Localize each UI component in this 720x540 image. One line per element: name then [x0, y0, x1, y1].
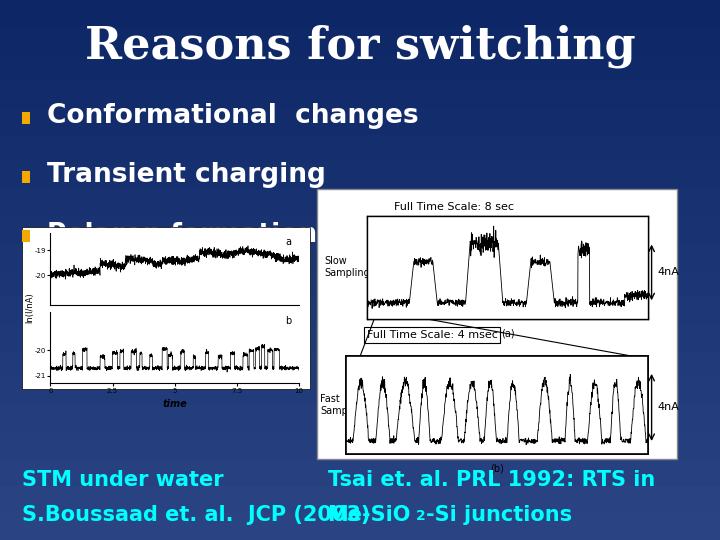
Bar [0, 405, 720, 432]
Bar [22, 171, 30, 183]
Text: Transient charging: Transient charging [47, 163, 325, 188]
Text: ln(I/nA): ln(I/nA) [26, 293, 35, 323]
Bar [0, 135, 720, 162]
Text: Me-SiO: Me-SiO [328, 505, 411, 525]
Bar [0, 54, 720, 81]
Text: STM under water: STM under water [22, 470, 223, 490]
Bar [0, 243, 720, 270]
Bar [367, 216, 648, 319]
Bar [0, 297, 720, 324]
Bar [0, 324, 720, 351]
Text: Conformational  changes: Conformational changes [47, 103, 418, 129]
Bar [0, 378, 720, 405]
Bar [0, 27, 720, 54]
Bar [22, 112, 30, 124]
Bar [317, 189, 677, 459]
Bar [0, 108, 720, 135]
Text: Reasons for switching: Reasons for switching [85, 24, 635, 68]
Text: Tsai et. al. PRL 1992: RTS in: Tsai et. al. PRL 1992: RTS in [328, 470, 655, 490]
Text: 2: 2 [416, 509, 426, 523]
Bar [0, 351, 720, 378]
Text: -Si junctions: -Si junctions [426, 505, 572, 525]
Bar [0, 270, 720, 297]
Bar [22, 227, 310, 389]
Text: (b): (b) [490, 463, 504, 474]
Text: a: a [285, 237, 292, 247]
Text: Full Time Scale: 4 msec: Full Time Scale: 4 msec [366, 330, 498, 340]
Text: S.Boussaad et. al.  JCP (2003): S.Boussaad et. al. JCP (2003) [22, 505, 370, 525]
Bar [0, 162, 720, 189]
X-axis label: time: time [162, 399, 187, 409]
Text: Full Time Scale: 8 sec: Full Time Scale: 8 sec [394, 202, 513, 213]
Text: Fast
Sampling: Fast Sampling [320, 394, 366, 416]
Text: Polaron formation: Polaron formation [47, 222, 317, 248]
Bar [0, 486, 720, 513]
Text: 4nA: 4nA [657, 267, 679, 278]
Bar [0, 189, 720, 216]
Bar [0, 513, 720, 540]
Bar [0, 216, 720, 243]
Bar [346, 356, 648, 454]
Bar [0, 459, 720, 486]
Bar [0, 432, 720, 459]
Text: Slow
Sampling: Slow Sampling [324, 256, 370, 278]
Text: (a): (a) [501, 328, 514, 339]
Text: 4nA: 4nA [657, 402, 679, 413]
Bar [22, 231, 30, 242]
Text: b: b [285, 316, 292, 326]
Bar [0, 0, 720, 27]
Bar [0, 81, 720, 108]
